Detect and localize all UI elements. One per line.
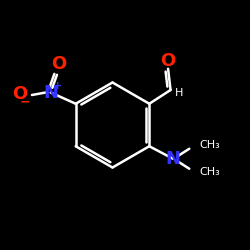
Text: O: O: [12, 85, 28, 103]
Text: CH₃: CH₃: [199, 140, 220, 150]
Text: +: +: [53, 81, 62, 91]
Text: O: O: [160, 52, 176, 70]
Text: O: O: [51, 55, 66, 73]
Text: CH₃: CH₃: [199, 167, 220, 177]
Text: N: N: [43, 84, 58, 102]
Text: H: H: [175, 88, 184, 98]
Text: −: −: [20, 96, 30, 109]
Text: N: N: [166, 150, 180, 168]
